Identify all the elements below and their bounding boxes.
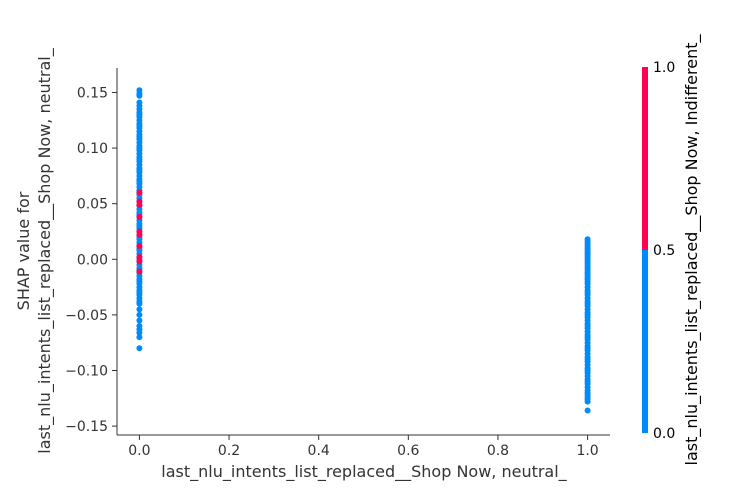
y-axis-label-line1: SHAP value for [14,191,33,310]
colorbar-low-segment [642,250,648,433]
data-point [136,201,143,208]
colorbar-tick-mid: 0.5 [653,243,675,259]
data-point [136,258,143,265]
data-point [136,334,143,341]
data-point [136,189,143,196]
data-point [136,268,143,275]
x-tick-label: 1.0 [576,443,598,459]
colorbar-label: last_nlu_intents_list_replaced__Shop Now… [682,34,702,466]
data-point [136,231,143,238]
colorbar-high-segment [642,67,648,250]
data-point [584,407,591,414]
x-ticks: 0.0 0.2 0.4 0.6 0.8 1.0 [128,435,599,459]
x-tick-label: 0.2 [218,443,240,459]
data-points [136,87,591,414]
y-tick-label: 0.00 [77,252,108,268]
data-point [136,317,143,324]
y-tick-label: 0.15 [77,85,108,101]
data-point [136,92,143,99]
colorbar-tick-high: 1.0 [653,60,675,76]
y-tick-label: 0.05 [77,197,108,213]
data-point [136,214,143,221]
x-tick-label: 0.0 [128,443,150,459]
data-point [136,254,143,261]
x-tick-label: 0.4 [308,443,330,459]
data-point [136,329,143,336]
data-point [136,345,143,352]
y-tick-label: −0.15 [65,419,108,435]
y-axis-label-line2: last_nlu_intents_list_replaced__Shop Now… [35,47,55,453]
x-tick-label: 0.6 [397,443,419,459]
colorbar-tick-low: 0.0 [653,426,675,442]
y-tick-label: −0.05 [65,308,108,324]
y-tick-label: −0.10 [65,363,108,379]
data-point [584,398,591,405]
data-point [136,300,143,307]
y-tick-label: 0.10 [77,141,108,157]
data-point [136,306,143,313]
x-tick-label: 0.8 [487,443,509,459]
y-ticks: −0.15 −0.10 −0.05 0.00 0.05 0.10 0.15 [65,85,117,435]
data-point [136,311,143,318]
data-point [136,242,143,249]
x-axis-label: last_nlu_intents_list_replaced__Shop Now… [161,462,567,482]
